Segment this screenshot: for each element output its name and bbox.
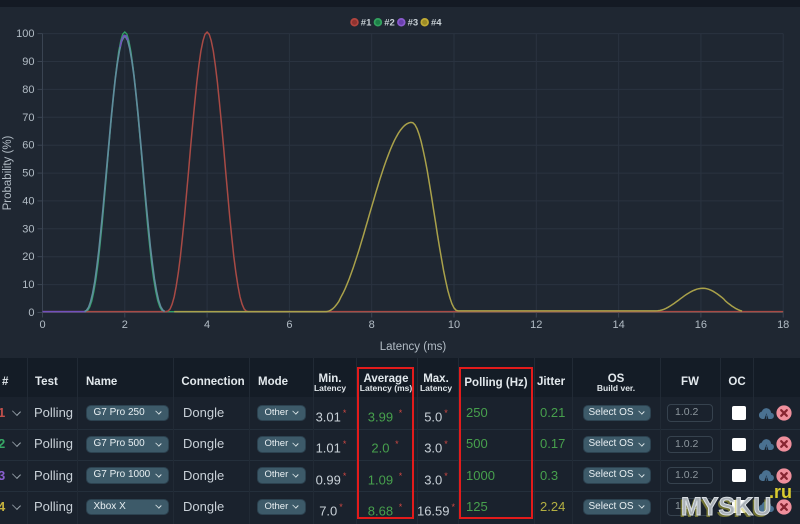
svg-text:30: 30 [22,223,34,235]
svg-text:80: 80 [22,84,34,96]
svg-text:50: 50 [22,168,34,180]
svg-text:0: 0 [39,319,45,331]
svg-text:10: 10 [448,319,460,331]
svg-text:Probability (%): Probability (%) [2,135,14,210]
svg-text:16: 16 [695,319,707,331]
svg-text:40: 40 [22,195,34,207]
svg-text:0: 0 [28,307,34,319]
svg-text:4: 4 [204,319,210,331]
svg-text:8: 8 [369,319,375,331]
svg-text:70: 70 [22,112,34,124]
svg-text:90: 90 [22,56,34,68]
svg-text:#2: #2 [384,18,395,29]
svg-text:6: 6 [286,319,292,331]
svg-text:60: 60 [22,140,34,152]
svg-text:Latency (ms): Latency (ms) [380,341,447,353]
svg-text:20: 20 [22,251,34,263]
svg-text:14: 14 [612,319,624,331]
svg-text:#1: #1 [361,18,372,29]
svg-text:#4: #4 [431,18,442,29]
svg-text:2: 2 [122,319,128,331]
svg-text:12: 12 [530,319,542,331]
svg-text:10: 10 [22,279,34,291]
svg-text:#3: #3 [408,18,419,29]
svg-text:100: 100 [16,28,34,40]
svg-text:18: 18 [777,319,789,331]
